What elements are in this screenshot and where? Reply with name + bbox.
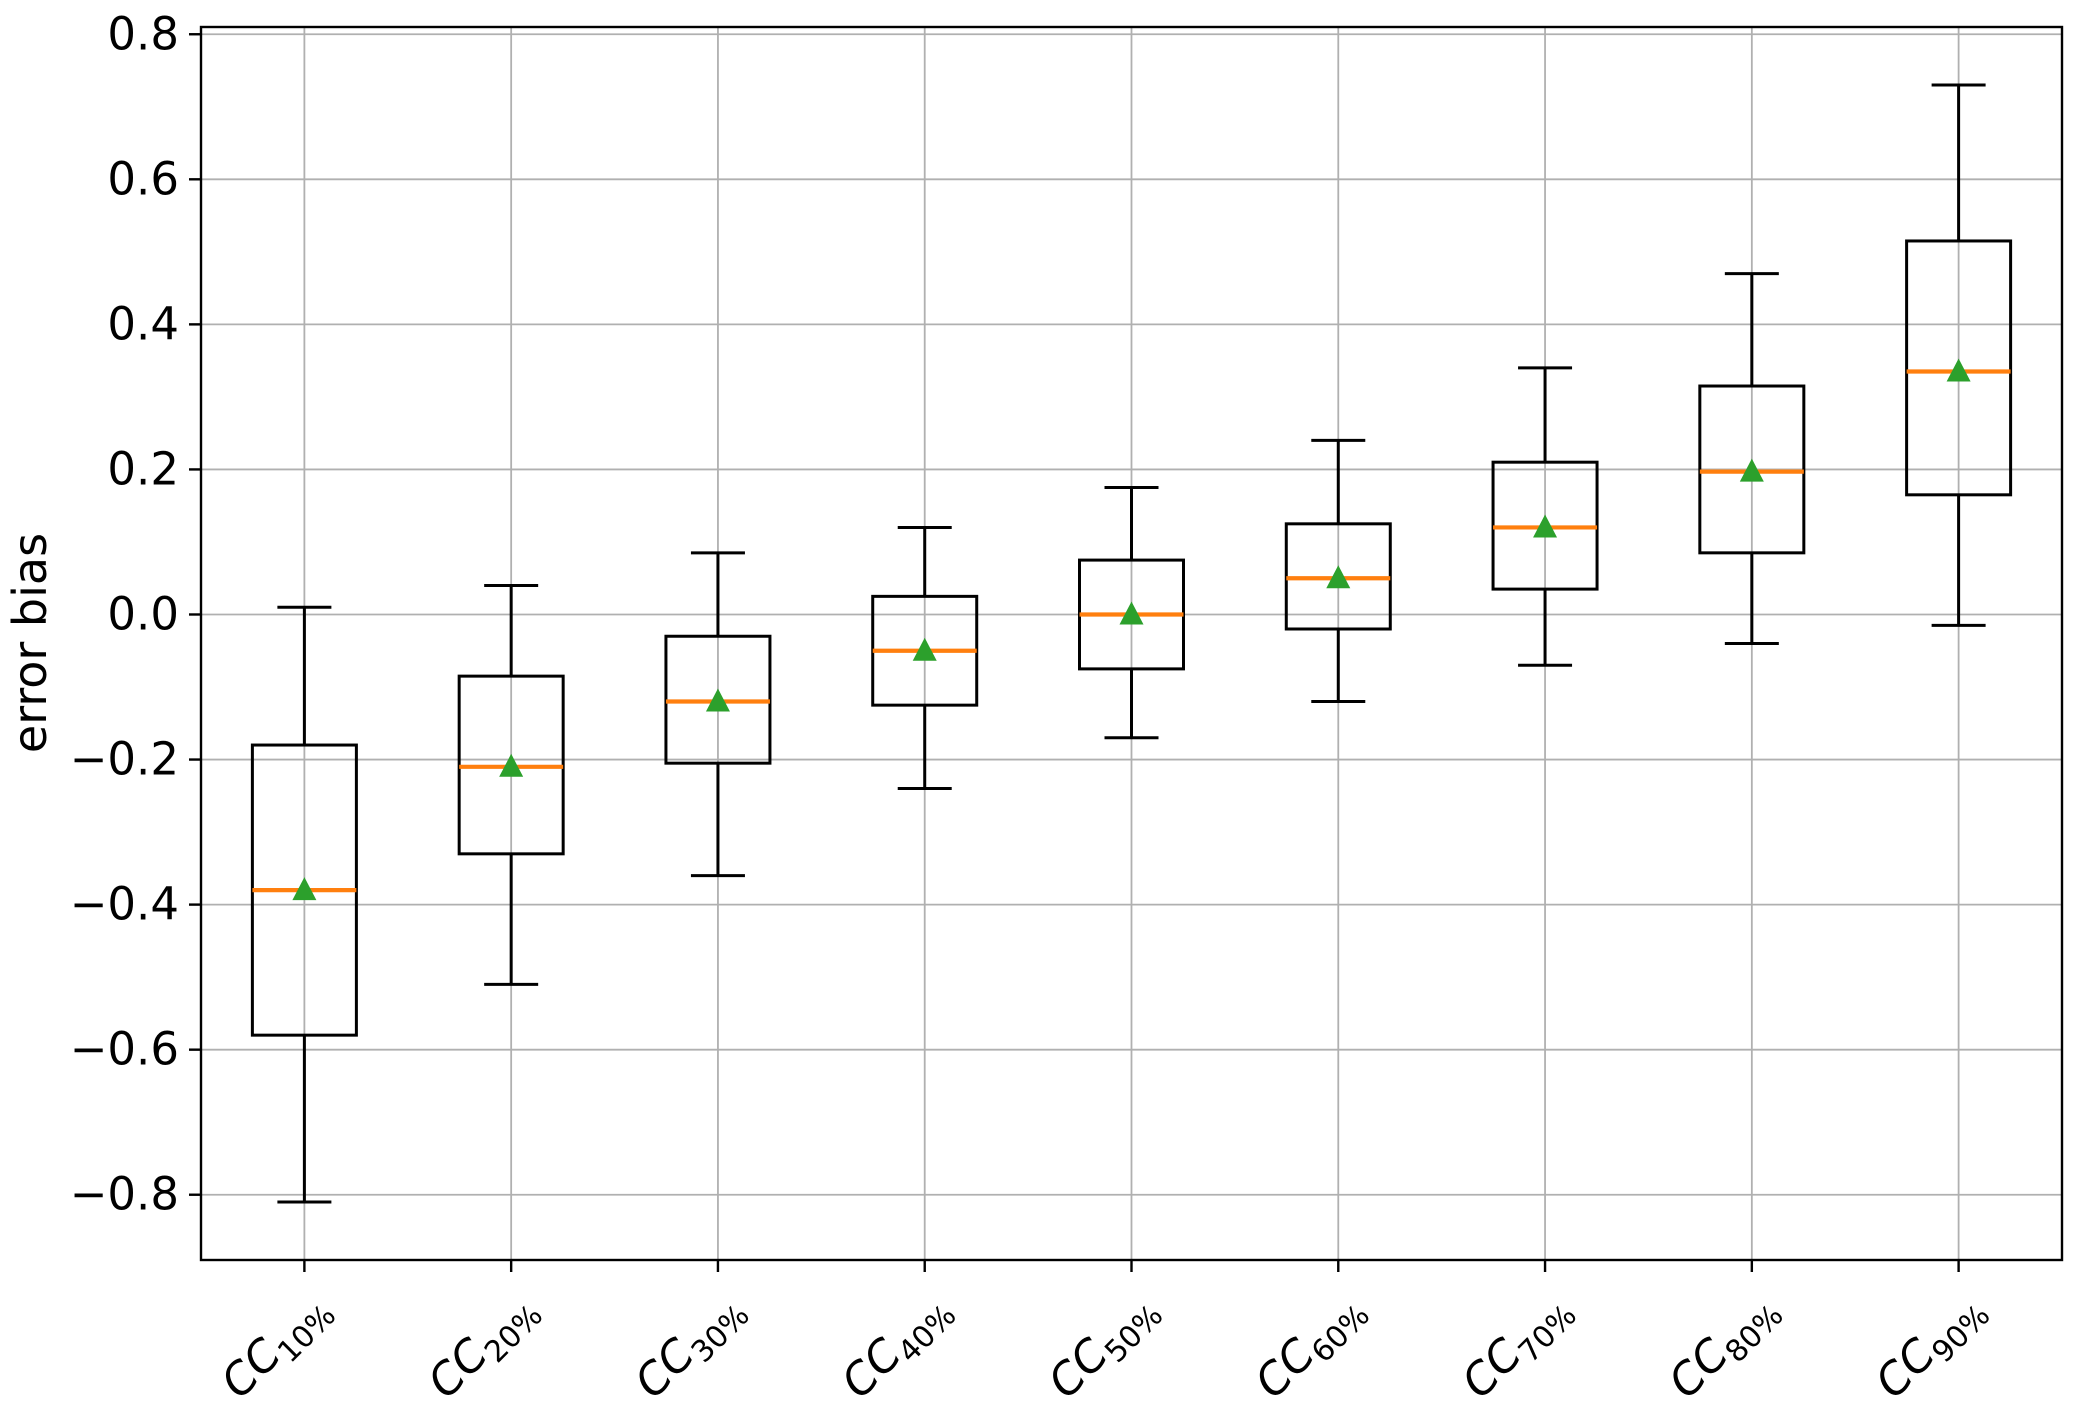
box-rect (1905, 239, 2013, 497)
mean-marker (1326, 565, 1351, 589)
y-tick-label: 0.8 (107, 7, 179, 60)
mean-marker (292, 877, 317, 901)
x-tick-label: CC80% (1659, 1282, 1791, 1414)
box-rect (1698, 384, 1806, 555)
y-tick-label: 0.6 (107, 152, 179, 205)
y-tick-label: 0.0 (107, 587, 179, 640)
x-tick-label: CC10% (211, 1282, 343, 1414)
mean-marker (1533, 514, 1558, 538)
mean-marker (705, 688, 730, 712)
x-tick-label: CC70% (1452, 1282, 1584, 1414)
x-tick-label: CC20% (418, 1282, 550, 1414)
y-tick-label: −0.2 (70, 733, 179, 786)
x-tick-label: CC50% (1039, 1282, 1171, 1414)
y-tick-label: 0.4 (107, 297, 179, 350)
x-tick-label: CC90% (1866, 1282, 1998, 1414)
mean-marker (912, 637, 937, 661)
mean-marker (1946, 358, 1971, 382)
y-tick-label: −0.6 (70, 1023, 179, 1076)
mean-marker (1739, 458, 1764, 482)
y-tick-label: 0.2 (107, 442, 179, 495)
mean-marker (499, 753, 524, 777)
y-axis-label: error bias (3, 533, 57, 753)
x-tick-label: CC30% (625, 1282, 757, 1414)
mean-marker (1119, 601, 1144, 625)
x-tick-label: CC40% (832, 1282, 964, 1414)
y-tick-label: −0.4 (70, 878, 179, 931)
y-tick-label: −0.8 (70, 1168, 179, 1221)
x-tick-label: CC60% (1245, 1282, 1377, 1414)
